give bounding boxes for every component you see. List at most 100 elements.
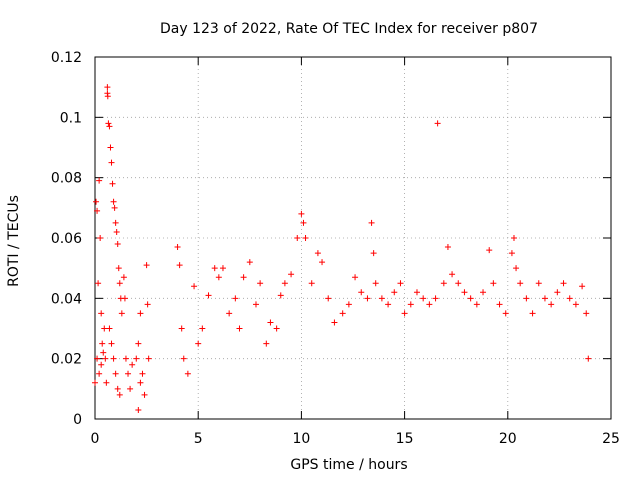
x-tick-label: 20 xyxy=(499,431,517,447)
data-point xyxy=(145,355,152,362)
data-point xyxy=(455,280,462,287)
data-point xyxy=(139,370,146,377)
data-point xyxy=(116,280,123,287)
data-point xyxy=(102,355,109,362)
x-tick-label: 0 xyxy=(91,431,100,447)
data-point xyxy=(345,301,352,308)
data-point xyxy=(440,280,447,287)
data-point xyxy=(92,379,98,386)
data-point xyxy=(129,361,136,368)
data-point xyxy=(232,295,239,302)
data-point xyxy=(97,235,104,241)
data-point xyxy=(486,247,493,254)
x-axis-label: GPS time / hours xyxy=(290,457,407,473)
data-point xyxy=(560,280,567,287)
data-point xyxy=(391,289,398,296)
grid-lines xyxy=(95,57,611,419)
data-point xyxy=(122,355,129,362)
data-point xyxy=(114,385,121,392)
data-point xyxy=(368,219,375,226)
x-tick-labels: 0 5 10 15 20 25 xyxy=(91,431,620,447)
data-point xyxy=(205,292,212,299)
data-point xyxy=(113,228,120,235)
data-point xyxy=(319,259,326,266)
chart-title: Day 123 of 2022, Rate Of TEC Index for r… xyxy=(160,21,538,37)
data-point xyxy=(277,292,284,299)
data-point xyxy=(461,289,468,296)
data-point xyxy=(288,271,295,278)
data-point xyxy=(496,301,503,308)
data-point xyxy=(302,235,309,241)
data-point xyxy=(554,289,561,296)
data-point xyxy=(585,355,592,362)
data-point xyxy=(127,385,134,392)
data-point xyxy=(294,235,301,241)
data-point xyxy=(529,310,536,317)
axis-ticks xyxy=(94,56,612,420)
data-point xyxy=(121,295,128,302)
data-point xyxy=(135,406,142,413)
data-point xyxy=(263,340,270,347)
data-points xyxy=(92,84,592,413)
y-tick-label: 0.1 xyxy=(60,110,82,126)
data-point xyxy=(572,301,579,308)
data-point xyxy=(508,250,515,257)
y-tick-label: 0.02 xyxy=(51,352,82,368)
data-point xyxy=(325,295,332,302)
data-point xyxy=(99,340,106,347)
data-point xyxy=(112,219,119,226)
data-point xyxy=(370,250,377,257)
data-point xyxy=(110,355,117,362)
data-point xyxy=(191,283,198,290)
data-point xyxy=(116,391,123,398)
data-point xyxy=(178,325,185,332)
data-point xyxy=(95,280,102,287)
data-point xyxy=(144,301,151,308)
data-point xyxy=(108,340,115,347)
data-point xyxy=(372,280,379,287)
data-point xyxy=(111,204,118,211)
data-point xyxy=(308,280,315,287)
data-point xyxy=(110,198,117,205)
data-point xyxy=(143,262,150,269)
data-point xyxy=(199,325,206,332)
data-point xyxy=(401,310,408,317)
data-point xyxy=(106,325,113,332)
data-point xyxy=(104,84,111,91)
data-point xyxy=(176,262,183,269)
data-point xyxy=(112,370,119,377)
data-point xyxy=(385,301,392,308)
y-tick-labels: 0 0.02 0.04 0.06 0.08 0.1 0.12 xyxy=(51,50,82,428)
data-point xyxy=(541,295,548,302)
data-point xyxy=(101,325,108,332)
data-point xyxy=(434,120,441,127)
data-point xyxy=(219,265,226,272)
data-point xyxy=(502,310,509,317)
data-point xyxy=(331,319,338,326)
data-point xyxy=(358,289,365,296)
data-point xyxy=(96,370,103,377)
data-point xyxy=(397,280,404,287)
data-point xyxy=(125,370,132,377)
data-point xyxy=(174,244,181,251)
data-point xyxy=(566,295,573,302)
data-point xyxy=(473,301,480,308)
data-point xyxy=(252,301,259,308)
data-point xyxy=(118,310,125,317)
y-axis-label: ROTI / TECUs xyxy=(6,195,22,287)
data-point xyxy=(314,250,321,257)
data-point xyxy=(104,93,111,100)
data-point xyxy=(180,355,187,362)
data-point xyxy=(257,280,264,287)
data-point xyxy=(98,310,105,317)
data-point xyxy=(273,325,280,332)
data-point xyxy=(510,235,517,241)
data-point xyxy=(523,295,530,302)
data-point xyxy=(364,295,371,302)
data-point xyxy=(236,325,243,332)
data-point xyxy=(96,177,103,184)
data-point xyxy=(339,310,346,317)
data-point xyxy=(100,349,107,356)
data-point xyxy=(517,280,524,287)
